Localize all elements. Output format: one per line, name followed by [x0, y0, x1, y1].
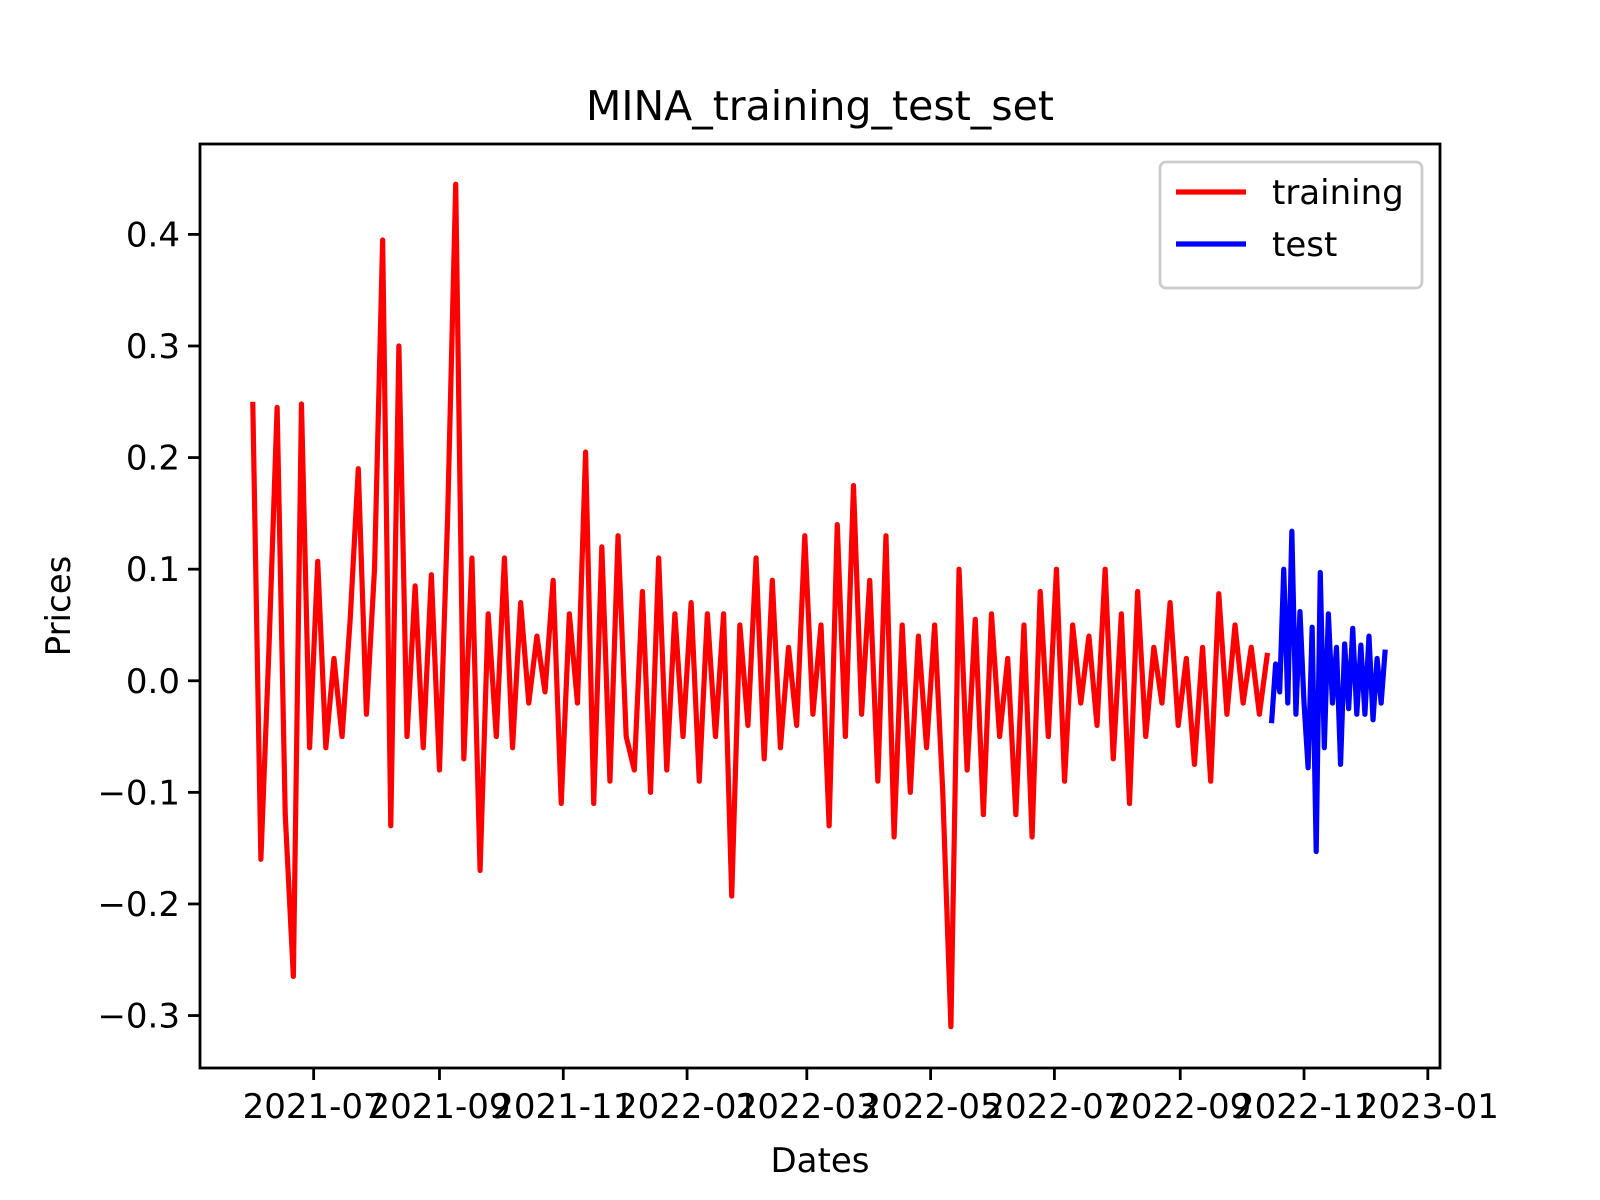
x-tick-label: 2022-09	[1109, 1087, 1251, 1127]
plot-frame	[198, 142, 1442, 1070]
x-tick-label: 2022-07	[983, 1087, 1125, 1127]
chart-title: MINA_training_test_set	[586, 82, 1054, 130]
legend-label: test	[1272, 225, 1337, 265]
y-tick-label: 0.2	[126, 439, 180, 479]
x-tick-label: 2023-01	[1357, 1087, 1499, 1127]
legend-label: training	[1272, 173, 1404, 213]
x-tick-label: 2021-09	[368, 1087, 510, 1127]
x-tick-label: 2022-03	[736, 1087, 878, 1127]
y-axis-label: Prices	[39, 556, 79, 657]
x-tick-label: 2022-05	[860, 1087, 1002, 1127]
series-line	[250, 181, 1271, 1030]
y-tick-label: 0.0	[126, 662, 180, 702]
x-axis-label: Dates	[771, 1141, 870, 1181]
series-line	[1268, 528, 1388, 855]
y-tick-label: 0.3	[126, 327, 180, 367]
y-tick-label: 0.4	[126, 215, 180, 255]
x-tick-label: 2021-07	[243, 1087, 385, 1127]
y-tick-label: −0.2	[97, 885, 180, 925]
y-tick-label: −0.1	[97, 773, 180, 813]
x-tick-label: 2021-11	[492, 1087, 634, 1127]
y-tick-label: −0.3	[97, 997, 180, 1037]
x-tick-label: 2022-11	[1233, 1087, 1375, 1127]
x-tick-label: 2022-01	[616, 1087, 758, 1127]
y-tick-label: 0.1	[126, 550, 180, 590]
